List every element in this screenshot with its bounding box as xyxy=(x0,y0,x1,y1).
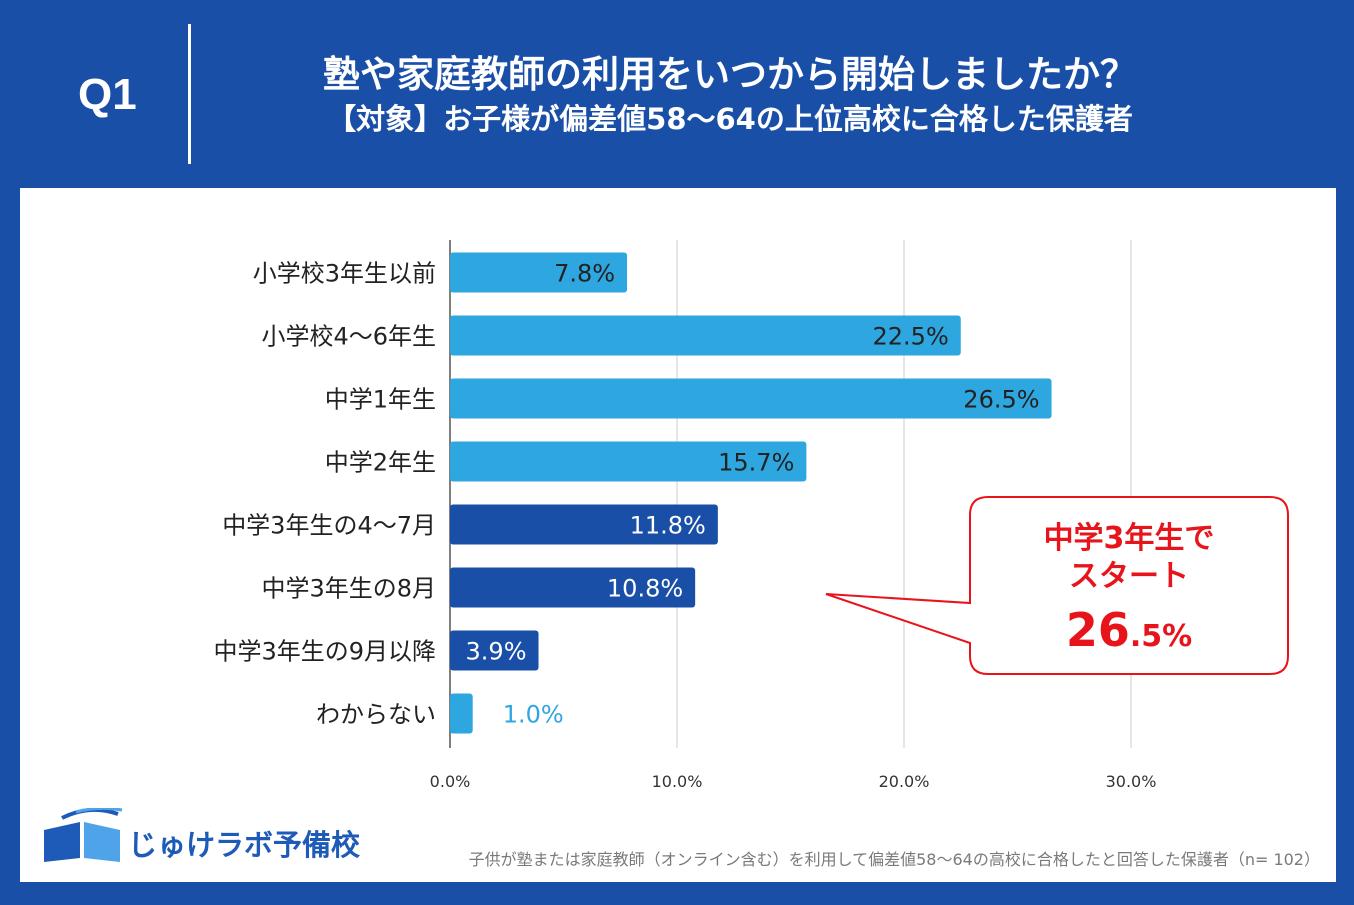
callout-value-small: .5% xyxy=(1129,619,1193,654)
bar xyxy=(450,504,718,545)
data-label: 22.5% xyxy=(873,323,949,351)
x-tick-label: 10.0% xyxy=(652,772,703,791)
bar xyxy=(450,630,539,671)
page-subtitle: 【対象】お子様が偏差値58〜64の上位高校に合格した保護者 xyxy=(327,102,1133,136)
callout-value-big: 26 xyxy=(1065,603,1130,657)
callout-value: 26.5% xyxy=(968,603,1290,657)
category-label: 小学校4〜6年生 xyxy=(261,323,436,351)
category-label: 中学3年生の4〜7月 xyxy=(222,512,436,540)
logo-text: じゅけラボ予備校 xyxy=(128,828,361,862)
bar xyxy=(450,378,1052,419)
callout-line1: 中学3年生で xyxy=(1043,521,1215,556)
bar xyxy=(450,252,628,293)
bar xyxy=(450,441,807,482)
header: Q1 塾や家庭教師の利用をいつから開始しましたか？ 【対象】お子様が偏差値58〜… xyxy=(0,0,1354,188)
category-label: 中学3年生の8月 xyxy=(261,575,436,603)
bar xyxy=(450,693,473,734)
data-label: 15.7% xyxy=(718,449,794,477)
data-label: 11.8% xyxy=(630,512,706,540)
header-divider xyxy=(188,24,191,164)
category-label: 小学校3年生以前 xyxy=(253,260,436,288)
x-tick-label: 30.0% xyxy=(1106,772,1157,791)
bar xyxy=(450,315,961,356)
footnote: 子供が塾または家庭教師（オンライン含む）を利用して偏差値58〜64の高校に合格し… xyxy=(468,850,1320,869)
callout-bubble xyxy=(825,496,1289,675)
book-icon xyxy=(44,808,123,862)
x-tick-label: 0.0% xyxy=(430,772,471,791)
data-label: 1.0% xyxy=(503,701,564,729)
category-label: わからない xyxy=(316,701,436,729)
data-label: 7.8% xyxy=(554,260,615,288)
x-tick-label: 20.0% xyxy=(879,772,930,791)
data-label: 26.5% xyxy=(963,386,1039,414)
page-title: 塾や家庭教師の利用をいつから開始しましたか？ xyxy=(323,53,1137,96)
bar xyxy=(450,567,696,608)
category-label: 中学1年生 xyxy=(325,386,436,414)
category-label: 中学3年生の9月以降 xyxy=(213,638,436,666)
question-label: Q1 xyxy=(78,70,137,119)
data-label: 3.9% xyxy=(466,638,527,666)
data-label: 10.8% xyxy=(607,575,683,603)
callout-line2: スタート xyxy=(1069,559,1189,594)
category-label: 中学2年生 xyxy=(325,449,436,477)
